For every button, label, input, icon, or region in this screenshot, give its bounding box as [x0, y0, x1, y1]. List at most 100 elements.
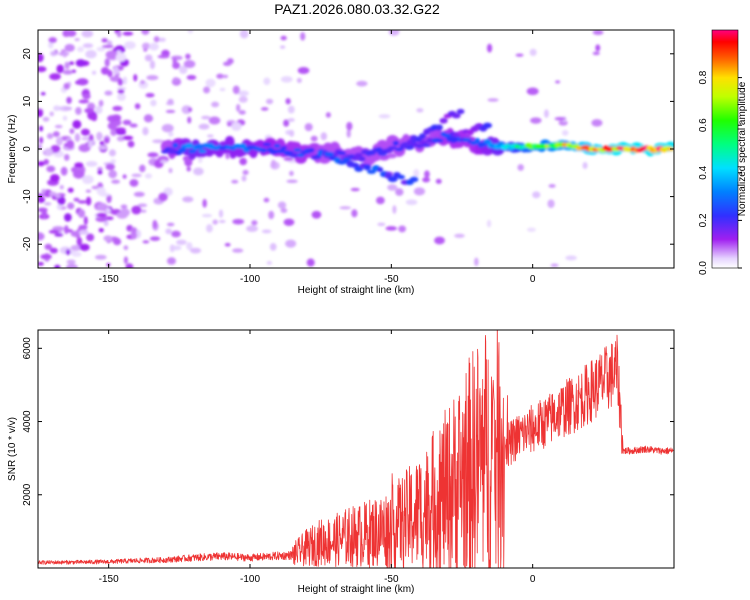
spectral-noise-blob: [266, 261, 273, 265]
spectral-noise-blob: [165, 228, 173, 235]
spectrogram-y-tick-label: 10: [22, 95, 33, 107]
spectral-noise-blob: [54, 264, 61, 268]
spectral-noise-blob: [474, 257, 479, 267]
spectrogram-x-tick-label: -100: [240, 274, 260, 285]
spectral-noise-blob: [66, 139, 75, 149]
colorbar-gradient: [711, 29, 739, 269]
spectral-noise-blob: [94, 254, 107, 260]
spectral-noise-blob: [96, 187, 106, 196]
spectral-noise-blob: [530, 117, 542, 124]
spectral-noise-blob: [67, 202, 75, 210]
spectral-noise-blob: [38, 161, 45, 167]
spectral-noise-blob: [168, 131, 174, 137]
ridge-branch-blob: [456, 108, 465, 115]
spectral-noise-blob: [49, 174, 60, 183]
ridge-core-blob: [354, 152, 363, 158]
spectral-noise-blob: [205, 78, 216, 88]
spectral-noise-blob: [582, 162, 588, 170]
spectral-noise-blob: [260, 107, 269, 111]
spectral-noise-blob: [130, 227, 138, 233]
ridge-core-blob: [387, 146, 398, 150]
spectral-noise-blob: [42, 116, 50, 122]
spectral-noise-blob: [78, 99, 90, 104]
spectral-noise-blob: [60, 166, 68, 176]
ridge-core-blob: [307, 147, 315, 153]
spectral-noise-blob: [98, 228, 104, 233]
spectrogram-y-tick-label: 20: [22, 48, 33, 60]
spectral-noise-blob: [515, 53, 524, 57]
ridge-core-blob: [177, 147, 187, 153]
spectral-noise-blob: [211, 101, 220, 108]
spectral-noise-blob: [110, 159, 116, 164]
spectral-noise-blob: [232, 85, 240, 95]
ridge-core-blob: [275, 148, 286, 154]
spectral-noise-blob: [187, 30, 194, 34]
spectral-noise-blob: [106, 194, 112, 204]
spectral-noise-blob: [86, 233, 95, 242]
spectral-noise-blob: [187, 116, 192, 124]
spectral-noise-blob: [350, 187, 360, 192]
spectral-noise-blob: [413, 187, 426, 196]
spectral-noise-blob: [113, 237, 122, 246]
colorbar-ticks: 0.0 0.2 0.4 0.6 0.8: [698, 70, 742, 275]
spectral-noise-blob: [39, 136, 44, 144]
snr-x-tick-label: -100: [240, 574, 260, 585]
spectrogram-y-tick-label: -10: [22, 189, 33, 204]
spectral-noise-blob: [486, 43, 493, 53]
spectral-noise-blob: [152, 219, 158, 229]
spectral-noise-blob: [435, 178, 442, 184]
spectral-noise-blob: [122, 135, 134, 141]
spectral-noise-blob: [339, 206, 352, 210]
spectral-noise-blob: [63, 153, 70, 161]
spectral-noise-blob: [63, 82, 70, 90]
snr-x-tick-label: 0: [530, 574, 536, 585]
spectral-noise-blob: [565, 255, 577, 261]
colorbar-tick-label: 0.2: [698, 213, 709, 227]
spectrogram-y-tick-label: 0: [22, 146, 33, 152]
spectral-noise-blob: [75, 59, 86, 67]
ridge-branch-blob: [449, 136, 459, 144]
spectral-noise-blob: [53, 105, 61, 112]
spectral-noise-blob: [193, 167, 204, 176]
spectral-noise-blob: [185, 53, 191, 60]
spectral-noise-blob: [387, 184, 398, 191]
chart-title: PAZ1.2026.080.03.32.G22: [274, 1, 440, 17]
spectral-noise-blob: [117, 78, 124, 86]
spectral-noise-blob: [454, 233, 465, 238]
spectral-noise-blob: [236, 104, 241, 112]
ridge-core-blob: [289, 152, 299, 158]
spectral-noise-blob: [166, 222, 175, 227]
spectral-noise-blob: [555, 80, 561, 84]
spectral-noise-blob: [143, 114, 153, 123]
spectral-noise-blob: [398, 225, 407, 233]
spectral-noise-blob: [38, 232, 45, 241]
spectral-noise-blob: [103, 220, 109, 227]
spectral-noise-blob: [416, 108, 424, 113]
spectral-noise-blob: [377, 222, 386, 227]
spectral-noise-blob: [104, 90, 113, 96]
spectral-noise-blob: [96, 131, 103, 141]
ridge-branch-blob: [376, 167, 384, 172]
ridge-core-blob: [392, 140, 400, 146]
spectral-noise-blob: [124, 41, 136, 50]
spectral-noise-blob: [170, 55, 183, 61]
spectral-noise-blob: [320, 132, 328, 141]
spectral-noise-blob: [158, 37, 166, 42]
spectral-noise-blob: [176, 239, 187, 245]
ridge-core-blob: [262, 142, 272, 147]
spectral-noise-blob: [346, 129, 351, 138]
spectral-noise-blob: [526, 87, 539, 96]
spectral-noise-blob: [111, 114, 122, 122]
spectral-noise-blob: [219, 87, 226, 92]
spectral-noise-blob: [263, 77, 271, 86]
ridge-core-blob: [167, 148, 177, 155]
spectrogram-y-tick-label: -20: [22, 237, 33, 252]
spectral-noise-blob: [388, 30, 400, 36]
ridge-branch-blob: [366, 169, 377, 174]
ridge-branch-blob: [418, 133, 426, 140]
ridge-core-blob: [351, 156, 359, 161]
spectral-noise-blob: [378, 114, 391, 119]
spectrogram-x-ticks: -150 -100 -50 0: [99, 30, 536, 285]
spectral-noise-blob: [130, 181, 138, 187]
spectral-noise-blob: [422, 177, 431, 183]
